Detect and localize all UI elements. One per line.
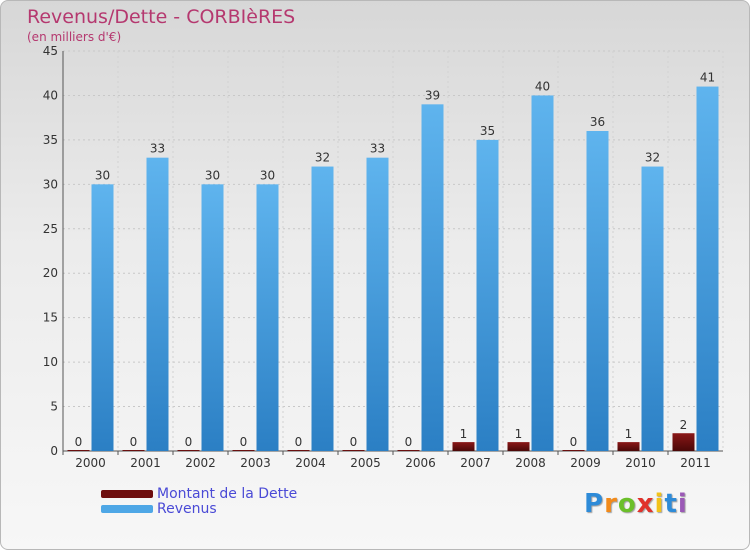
- data-label-dette: 0: [75, 435, 83, 449]
- legend-label-revenus: Revenus: [157, 501, 217, 517]
- y-tick-label: 5: [50, 400, 58, 414]
- x-tick-label: 2002: [185, 456, 216, 470]
- y-tick-label: 25: [43, 222, 58, 236]
- bar-dette-2002: [177, 450, 200, 451]
- data-label-revenus: 40: [535, 79, 550, 93]
- x-tick-label: 2011: [680, 456, 711, 470]
- data-label-revenus: 32: [315, 151, 330, 165]
- data-label-revenus: 30: [260, 168, 275, 182]
- bar-dette-2006: [397, 450, 420, 451]
- data-label-dette: 1: [625, 427, 633, 441]
- x-tick-label: 2000: [75, 456, 106, 470]
- data-label-revenus: 30: [205, 168, 220, 182]
- bar-dette-2001: [122, 450, 145, 451]
- bar-dette-2009: [562, 450, 585, 451]
- bar-dette-2010: [617, 442, 640, 451]
- bar-dette-2004: [287, 450, 310, 451]
- logo-letter: r: [604, 489, 618, 519]
- bar-dette-2003: [232, 450, 255, 451]
- x-tick-label: 2004: [295, 456, 326, 470]
- logo-letter: o: [617, 489, 637, 519]
- data-label-revenus: 35: [480, 124, 495, 138]
- data-label-dette: 0: [240, 435, 248, 449]
- bar-revenus-2004: [311, 166, 334, 452]
- logo-letter: i: [677, 489, 688, 519]
- x-tick-label: 2006: [405, 456, 436, 470]
- data-label-dette: 0: [570, 435, 578, 449]
- x-tick-label: 2001: [130, 456, 161, 470]
- bar-dette-2000: [67, 450, 90, 451]
- bar-revenus-2002: [201, 184, 224, 452]
- y-tick-label: 0: [50, 444, 58, 458]
- data-label-dette: 1: [460, 427, 468, 441]
- data-label-revenus: 33: [370, 142, 385, 156]
- x-tick-label: 2008: [515, 456, 546, 470]
- bar-dette-2005: [342, 450, 365, 451]
- y-tick-label: 45: [43, 44, 58, 58]
- x-tick-label: 2003: [240, 456, 271, 470]
- bar-dette-2011: [672, 433, 695, 451]
- data-label-dette: 1: [515, 427, 523, 441]
- logo-letter: P: [584, 489, 605, 519]
- bar-revenus-2003: [256, 184, 279, 452]
- x-tick-label: 2005: [350, 456, 381, 470]
- y-tick-label: 30: [43, 177, 58, 191]
- bar-revenus-2008: [531, 95, 554, 451]
- data-label-dette: 0: [130, 435, 138, 449]
- data-label-dette: 0: [405, 435, 413, 449]
- logo-letter: x: [636, 489, 655, 519]
- x-tick-label: 2010: [625, 456, 656, 470]
- proxiti-logo: Proxiti: [584, 489, 688, 519]
- data-label-dette: 0: [185, 435, 193, 449]
- chart-title: Revenus/Dette - CORBIèRES: [27, 6, 296, 28]
- bar-revenus-2011: [696, 86, 719, 452]
- bar-revenus-2007: [476, 139, 499, 451]
- data-label-dette: 0: [295, 435, 303, 449]
- y-tick-label: 40: [43, 88, 58, 102]
- bar-revenus-2005: [366, 157, 389, 451]
- legend-label-dette: Montant de la Dette: [157, 486, 298, 502]
- data-label-revenus: 33: [150, 142, 165, 156]
- legend-swatch-revenus: [101, 505, 153, 513]
- bar-revenus-2001: [146, 157, 169, 451]
- data-label-revenus: 30: [95, 168, 110, 182]
- bar-revenus-2006: [421, 104, 444, 451]
- labels: 0 30 0 33 0 30 0 30 0 32 0 33 0 39 1 35 1 40 0 36 1 32 2 41: [75, 71, 715, 449]
- y-tick-label: 35: [43, 133, 58, 147]
- data-label-dette: 0: [350, 435, 358, 449]
- bar-dette-2007: [452, 442, 475, 451]
- y-tick-label: 10: [43, 355, 58, 369]
- bar-revenus-2010: [641, 166, 664, 452]
- data-label-revenus: 39: [425, 88, 440, 102]
- logo-letter: i: [654, 489, 665, 519]
- legend-swatch-dette: [101, 490, 153, 498]
- x-tick-label: 2007: [460, 456, 491, 470]
- bar-revenus-2009: [586, 131, 609, 451]
- y-tick-label: 15: [43, 311, 58, 325]
- bar-revenus-2000: [91, 184, 114, 452]
- data-label-revenus: 41: [700, 71, 715, 85]
- y-tick-label: 20: [43, 266, 58, 280]
- data-label-dette: 2: [680, 418, 688, 432]
- bar-dette-2008: [507, 442, 530, 451]
- data-label-revenus: 36: [590, 115, 605, 129]
- x-tick-label: 2009: [570, 456, 601, 470]
- data-label-revenus: 32: [645, 151, 660, 165]
- bars: [67, 86, 719, 452]
- logo-letter: t: [664, 489, 678, 519]
- chart-subtitle: (en milliers d'€): [27, 30, 122, 44]
